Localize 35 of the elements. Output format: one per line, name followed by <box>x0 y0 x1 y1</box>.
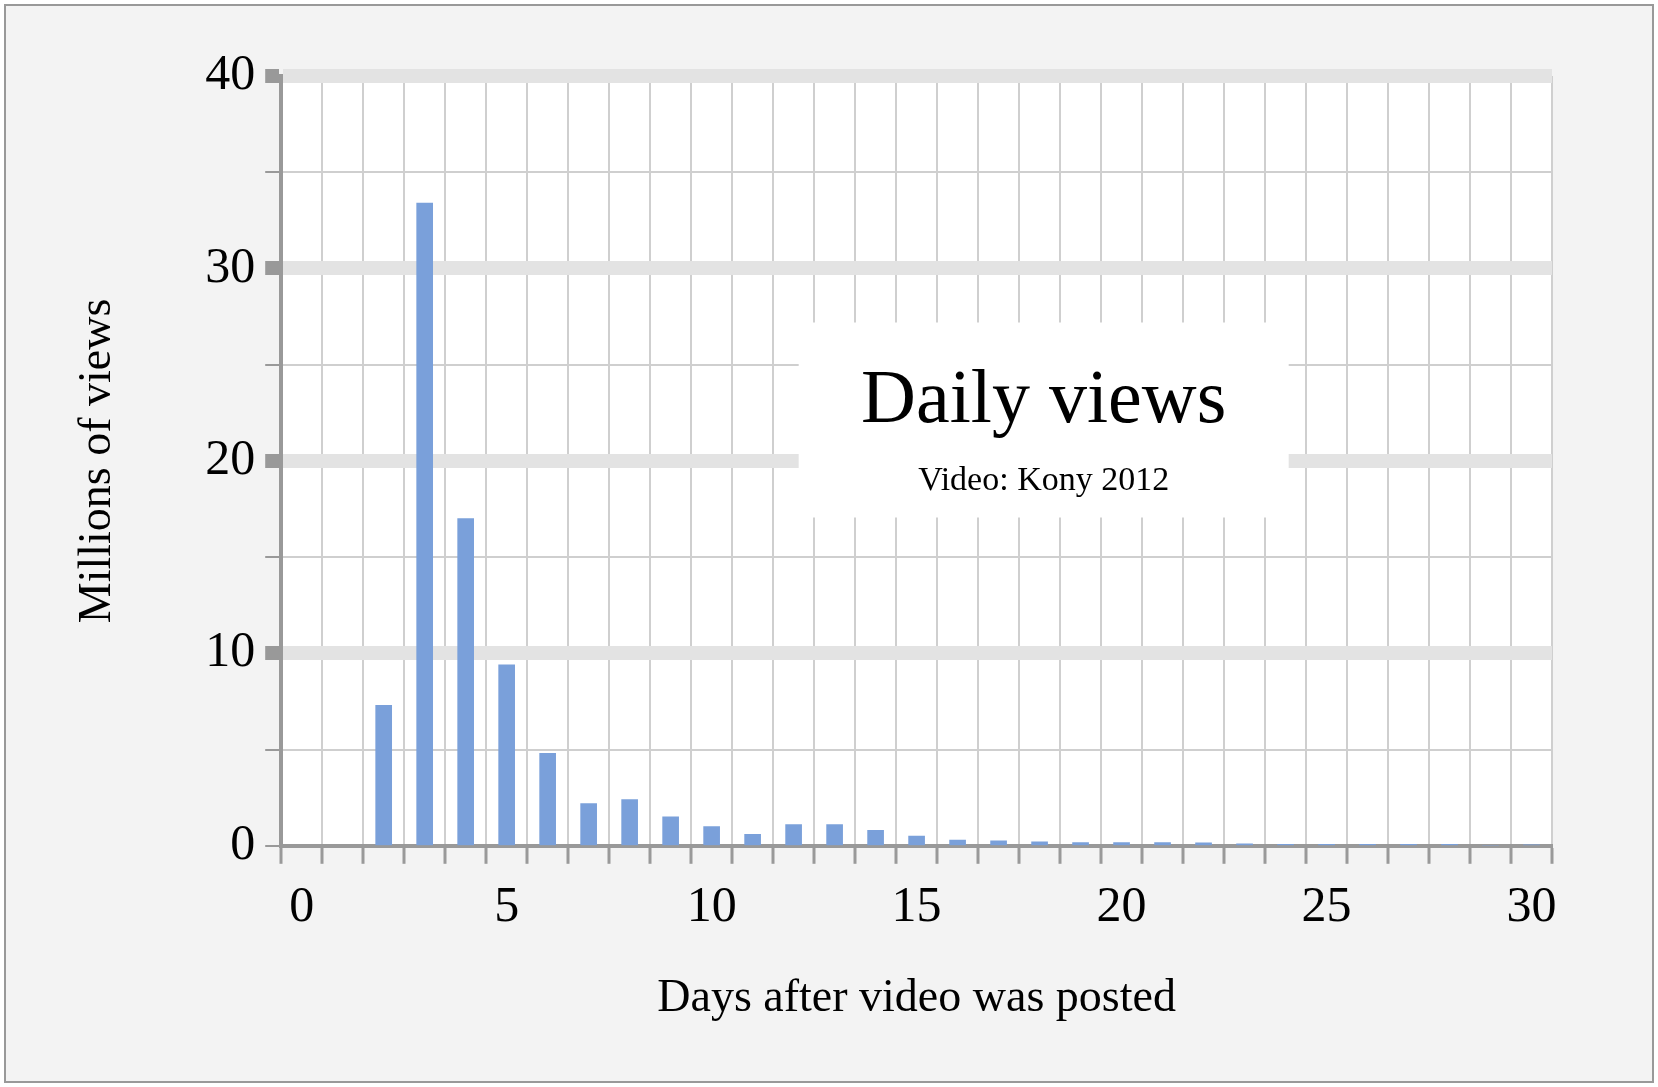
bar <box>990 840 1007 846</box>
bar <box>416 202 434 846</box>
bar <box>457 518 474 846</box>
bar <box>908 835 925 846</box>
x-axis-title: Days after video was posted <box>657 970 1176 1022</box>
bar <box>539 753 556 846</box>
bar <box>662 816 679 846</box>
bar <box>1072 842 1089 846</box>
x-tick-label: 15 <box>891 875 942 932</box>
text: Video: Kony 2012 <box>918 460 1170 498</box>
bar <box>703 826 720 846</box>
bar <box>785 824 802 846</box>
bar <box>498 664 515 846</box>
bar <box>375 704 393 846</box>
x-tick-label: 10 <box>686 875 737 932</box>
bar <box>580 803 597 846</box>
y-tick-label: 40 <box>205 44 256 101</box>
y-tick-label: 20 <box>205 429 256 486</box>
y-tick-label: 10 <box>205 621 256 678</box>
bar <box>949 839 966 846</box>
bar <box>621 799 638 846</box>
y-tick-label: 30 <box>205 236 256 293</box>
bar <box>826 824 843 846</box>
x-tick-label: 30 <box>1506 875 1557 932</box>
y-tick-label: 0 <box>230 813 256 870</box>
text: Daily views <box>861 354 1227 439</box>
bar <box>1113 842 1130 846</box>
x-tick-label: 25 <box>1301 875 1352 932</box>
bar <box>1154 842 1171 846</box>
bar <box>867 830 884 846</box>
y-axis-title: Millions of views <box>68 298 120 624</box>
bar <box>744 833 761 846</box>
x-tick-label: 20 <box>1096 875 1147 932</box>
x-tick-label: 0 <box>289 875 315 932</box>
x-tick-label: 5 <box>494 875 520 932</box>
